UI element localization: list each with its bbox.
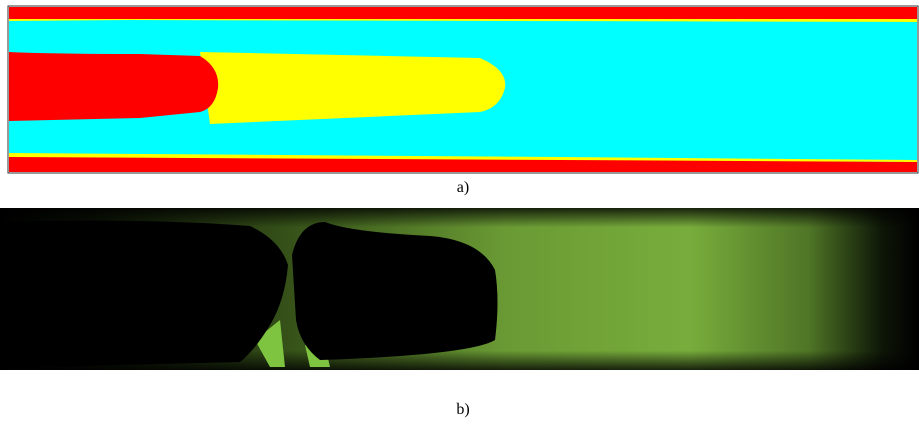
panel-label: b) <box>456 401 469 418</box>
panel-b-image <box>0 208 919 370</box>
page: a) b) (() => { const data = JSON.parse(d… <box>0 0 919 419</box>
figure: a) b) <box>0 0 919 419</box>
panel-a-image <box>8 6 918 173</box>
panel-label: a) <box>457 179 469 196</box>
